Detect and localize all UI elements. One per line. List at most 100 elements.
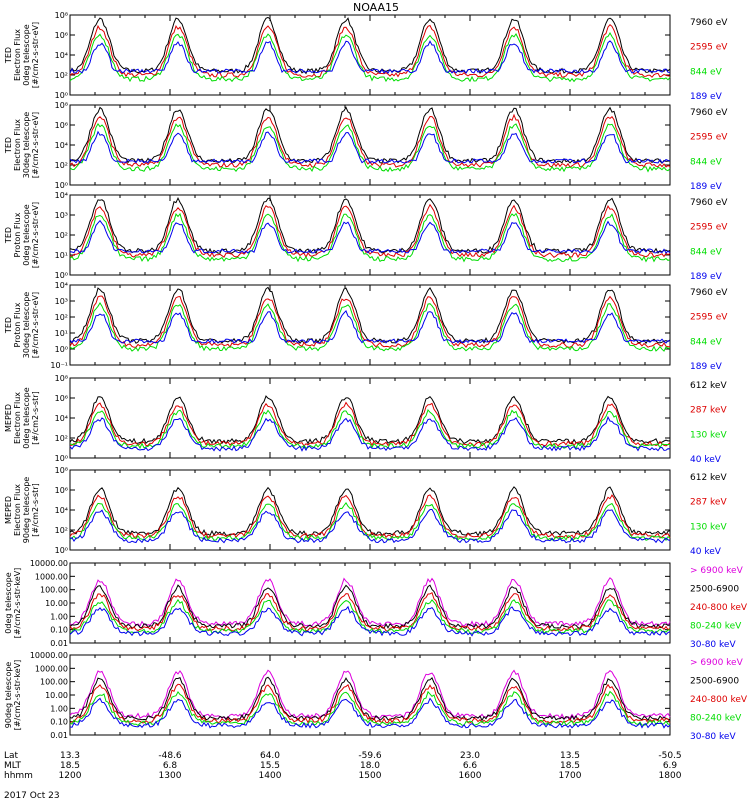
y-tick-label: 10⁶ [55,31,68,40]
footer-value: -59.6 [358,751,382,761]
series-trace [69,106,671,164]
legend-entry: 287 keV [690,406,727,416]
y-tick-label: 10000.00 [30,559,68,568]
footer-value: 13.5 [560,751,580,761]
y-tick-label: 10⁸ [55,466,68,475]
y-tick-label: 1000.00 [35,572,68,581]
legend-entry: 80-240 keV [690,622,742,632]
series-trace [69,395,670,445]
y-axis-label: 0deg telescope [22,204,31,265]
panel-frame [69,14,671,96]
panel-2: 10⁰ 10² 10⁴ 10⁶ 10⁸ TED Electron Flux 30deg tel… [4,101,728,192]
panel-8: 0.01 0.10 1.00 10.00 100.00 1000.00 10000.00 90… [4,651,748,742]
y-tick-label: 10⁰ [55,271,68,280]
legend-entry: 2500-6900 [690,585,739,595]
footer-row-label: hhmm [4,771,33,781]
y-tick-label: 10⁰ [55,181,68,190]
footer-value: 1200 [59,771,82,781]
y-tick-label: 10000.00 [30,651,68,660]
y-axis-label: Electron Flux [13,392,22,444]
legend-entry: 844 eV [690,157,723,167]
legend-entry: 30-80 keV [690,732,736,742]
y-axis-label: 30deg telescope [22,112,31,179]
series-trace [69,302,671,352]
y-axis-label: Electron Flux [13,29,22,81]
panel-5: 10⁰ 10² 10⁴ 10⁶ 10⁸ MEPED Electron Flux 0deg te… [4,374,727,465]
y-tick-label: 1.00 [50,704,68,713]
footer-value: 1600 [459,771,482,781]
series-trace [69,683,671,724]
y-axis-label: [#/cm2-s-str-keV] [13,660,22,731]
series-trace [69,286,671,345]
series-trace [69,130,671,164]
legend-entry: 240-800 keV [690,603,748,613]
legend-entry: 189 eV [690,362,723,372]
footer-value: -48.6 [158,751,182,761]
footer-value: 23.0 [460,751,480,761]
legend-entry: 189 eV [690,92,723,102]
y-tick-label: 10⁶ [55,121,68,130]
legend-entry: 240-800 keV [690,695,748,705]
y-axis-label: Electron Flux [13,484,22,536]
panel-6: 10⁰ 10² 10⁴ 10⁶ 10⁸ MEPED Electron Flux 90deg t… [4,466,727,557]
legend-entry: 612 keV [690,381,727,391]
y-tick-label: 10⁶ [55,486,68,495]
y-axis-label: [#/cm2-s-str-eV] [31,112,40,178]
y-axis-label: TED [4,137,13,154]
series-trace [69,31,671,83]
legend-entry: 7960 eV [690,18,728,28]
y-tick-label: 10¹ [55,251,68,260]
y-tick-label: 10.00 [45,691,68,700]
panel-7: 0.01 0.10 1.00 10.00 100.00 1000.00 10000.00 0d… [4,559,748,650]
legend-entry: 30-80 keV [690,640,736,650]
series-trace [69,502,671,542]
panel-4: 10⁻¹ 10⁰ 10¹ 10² 10³ 10⁴ TED Proton Flux 30deg t… [4,281,728,372]
footer-value: 6.6 [463,761,478,771]
footer-value: 1700 [559,771,582,781]
footer-value: 1800 [659,771,682,781]
y-axis-label: TED [4,317,13,334]
y-axis-label: [#/cm2-s-str] [31,483,40,536]
legend-entry: 2595 eV [690,223,728,233]
y-tick-label: 10⁰ [55,345,68,354]
y-axis-label: [#/cm2-s-str-keV] [13,568,22,639]
series-trace [69,676,671,722]
series-trace [69,669,671,720]
y-tick-label: 0.10 [50,718,68,727]
y-axis-label: 90deg telescope [22,477,31,544]
y-tick-label: 10² [55,313,68,322]
footer-value: 18.5 [560,761,580,771]
y-axis-label: TED [4,227,13,244]
footer-value: 18.5 [60,761,80,771]
legend-entry: 130 keV [690,430,727,440]
y-tick-label: 10⁴ [55,141,68,150]
legend-entry: 2595 eV [690,313,728,323]
y-axis-label: Electron Flux [13,119,22,171]
series-trace [69,605,671,637]
series-trace [70,409,671,450]
footer-row-label: MLT [4,761,22,771]
y-axis-label: Proton Flux [13,302,22,347]
series-trace [69,690,671,727]
y-tick-label: 1.00 [50,612,68,621]
y-axis-label: 30deg telescope [22,292,31,359]
legend-entry: 844 eV [690,67,723,77]
y-axis-label: TED [4,47,13,64]
y-tick-label: 10³ [55,211,68,220]
footer-value: -50.5 [658,751,681,761]
y-tick-label: 10⁴ [55,51,68,60]
series-trace [69,309,671,344]
figure-title: NOAA15 [353,1,399,14]
panel-frame [69,104,671,186]
y-tick-label: 10⁶ [55,394,68,403]
y-tick-label: 10² [55,71,68,80]
y-tick-label: 10⁰ [55,546,68,555]
series-trace [69,591,671,632]
footer-value: 18.0 [360,761,380,771]
y-tick-label: 10⁴ [55,281,68,290]
series-trace [69,486,671,537]
series-trace [69,415,671,452]
y-tick-label: 0.10 [50,626,68,635]
series-trace [69,219,671,254]
